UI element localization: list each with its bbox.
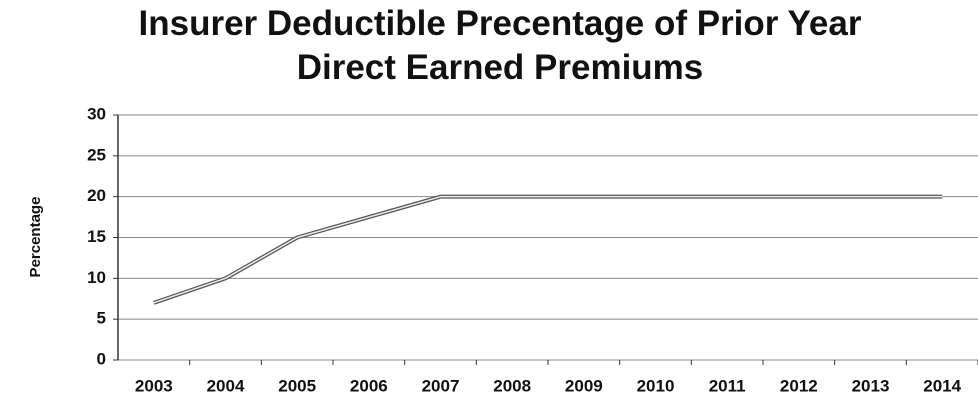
x-tick-label: 2013: [852, 376, 890, 395]
x-tick-label: 2004: [207, 376, 245, 395]
x-tick-label: 2008: [493, 376, 531, 395]
x-tick-label: 2003: [135, 376, 173, 395]
x-tick-label: 2009: [565, 376, 603, 395]
y-tick-label: 10: [87, 268, 106, 287]
line-highlight: [153, 195, 943, 304]
x-tick-label: 2012: [780, 376, 818, 395]
y-tick-label: 5: [97, 309, 106, 328]
y-tick-label: 25: [87, 145, 106, 164]
y-tick-label: 15: [87, 227, 106, 246]
chart-title: Insurer Deductible Precentage of Prior Y…: [138, 4, 862, 87]
line: [153, 194, 943, 305]
x-tick-label: 2007: [422, 376, 460, 395]
x-tick-label: 2005: [278, 376, 316, 395]
y-axis-label: Percentage: [27, 197, 44, 278]
x-tick-label: 2014: [923, 376, 961, 395]
x-tick-label: 2010: [637, 376, 675, 395]
x-tick-label: 2006: [350, 376, 388, 395]
x-tick-label: 2011: [709, 376, 746, 395]
y-tick-label: 0: [97, 349, 106, 368]
y-tick-label: 20: [87, 186, 106, 205]
y-tick-label: 30: [87, 104, 106, 123]
